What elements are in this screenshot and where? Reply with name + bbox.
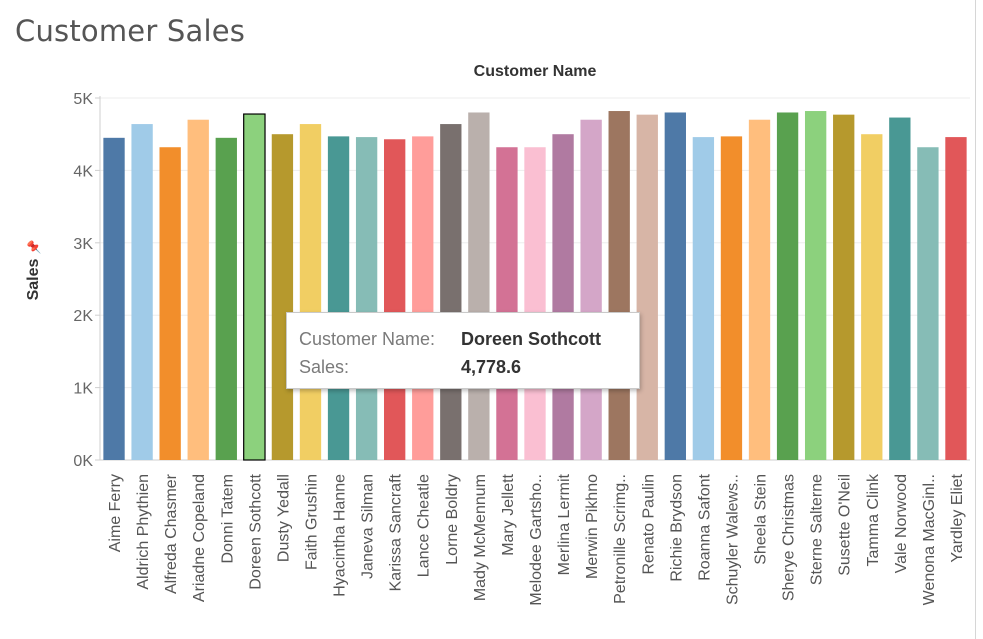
- bars[interactable]: [103, 111, 967, 461]
- x-tick-label: Sterne Salterne: [809, 474, 826, 585]
- x-tick-label: Lorne Boldry: [444, 474, 461, 565]
- x-tick-label: Faith Grushin: [303, 474, 320, 570]
- y-tick-label: 1K: [73, 381, 93, 398]
- bar[interactable]: [833, 114, 855, 460]
- x-tick-label: Dusty Yedall: [275, 474, 292, 562]
- x-tick-label: Melodee Gartsho..: [528, 474, 545, 606]
- y-tick-label: 0K: [73, 453, 93, 470]
- bar[interactable]: [889, 117, 911, 460]
- tooltip-row-sales: Sales: 4,778.6: [299, 357, 521, 378]
- x-tick-label: Yardley Eliet: [949, 473, 966, 562]
- y-tick-label: 3K: [73, 236, 93, 253]
- x-axis: Aime Ferry Aldrich Phythien Alfreda Chasme…: [107, 473, 966, 606]
- x-tick-label: Aldrich Phythien: [135, 474, 152, 590]
- x-tick-label: Vale Norwood: [893, 474, 910, 573]
- x-tick-label: Petronille Scrimg..: [612, 474, 629, 604]
- bar[interactable]: [580, 119, 602, 460]
- bar[interactable]: [552, 134, 574, 460]
- x-tick-label: Mady McMennum: [472, 474, 489, 601]
- bar[interactable]: [440, 124, 462, 461]
- tooltip-name-label: Customer Name:: [299, 329, 436, 349]
- x-tick-label: Merlina Lermit: [556, 473, 573, 575]
- tooltip-name-value: Doreen Sothcott: [461, 329, 602, 349]
- bar[interactable]: [692, 137, 715, 460]
- bar[interactable]: [327, 136, 350, 460]
- bar[interactable]: [468, 112, 490, 460]
- bar[interactable]: [187, 119, 209, 460]
- bar[interactable]: [804, 111, 827, 461]
- x-tick-label: Sherye Christmas: [781, 474, 798, 601]
- y-tick-label: 2K: [73, 308, 93, 325]
- bar[interactable]: [524, 147, 546, 460]
- x-tick-label: Ariadne Copeland: [191, 474, 208, 602]
- bar[interactable]: [215, 137, 237, 460]
- bar[interactable]: [748, 119, 771, 460]
- bar[interactable]: [299, 124, 322, 461]
- x-tick-label: Lance Cheatle: [416, 474, 433, 577]
- x-tick-label: Doreen Sothcott: [247, 473, 264, 589]
- x-tick-label: Schuyler Walews..: [724, 474, 741, 605]
- y-axis: 0K 1K 2K 3K 4K 5K: [73, 91, 101, 470]
- bar[interactable]: [412, 136, 434, 460]
- bar[interactable]: [131, 124, 153, 461]
- x-tick-label: Richie Brydson: [668, 474, 685, 582]
- x-tick-label: Janeva Silman: [360, 474, 377, 579]
- bar[interactable]: [103, 137, 125, 460]
- x-tick-label: Susette O'Neil: [837, 474, 854, 576]
- x-tick-label: Roanna Safont: [696, 473, 713, 580]
- bar[interactable]: [608, 111, 630, 461]
- x-tick-label: Alfreda Chasmer: [163, 473, 180, 594]
- x-tick-label: Mary Jellett: [500, 473, 517, 555]
- x-tick-label: Wenona MacGinl..: [921, 474, 938, 605]
- x-tick-label: Sheela Stein: [753, 474, 770, 565]
- bar[interactable]: [720, 136, 743, 460]
- bar[interactable]: [384, 139, 406, 460]
- bar[interactable]: [159, 147, 181, 460]
- bar[interactable]: [776, 112, 799, 460]
- tooltip-sales-label: Sales:: [299, 357, 350, 377]
- x-tick-label: Renato Paulin: [640, 474, 657, 575]
- column-header: Customer Name: [473, 63, 597, 80]
- page-title: Customer Sales: [15, 14, 246, 48]
- bar[interactable]: [945, 137, 967, 460]
- y-tick-label: 4K: [73, 163, 93, 180]
- tooltip: Customer Name: Doreen Sothcott Sales: 4,…: [286, 312, 640, 389]
- x-tick-label: Tamma Clink: [865, 473, 882, 566]
- bar[interactable]: [664, 112, 686, 460]
- tooltip-sales-value: 4,778.6: [461, 357, 522, 377]
- y-tick-label: 5K: [73, 91, 93, 108]
- x-tick-label: Hyacintha Hanne: [332, 474, 349, 597]
- bar[interactable]: [271, 134, 294, 460]
- x-tick-label: Aime Ferry: [107, 474, 124, 552]
- tooltip-row-name: Customer Name: Doreen Sothcott: [299, 329, 601, 350]
- bar[interactable]: [636, 114, 658, 460]
- bar[interactable]: [861, 134, 883, 460]
- bar[interactable]: [355, 137, 378, 460]
- bar[interactable]: [496, 147, 518, 460]
- bar[interactable]: [243, 113, 266, 461]
- x-tick-label: Merwin Pikhno: [584, 474, 601, 579]
- x-tick-label: Donni Tatem: [219, 474, 236, 564]
- x-tick-label: Karissa Sancraft: [388, 473, 405, 591]
- bar[interactable]: [917, 147, 939, 460]
